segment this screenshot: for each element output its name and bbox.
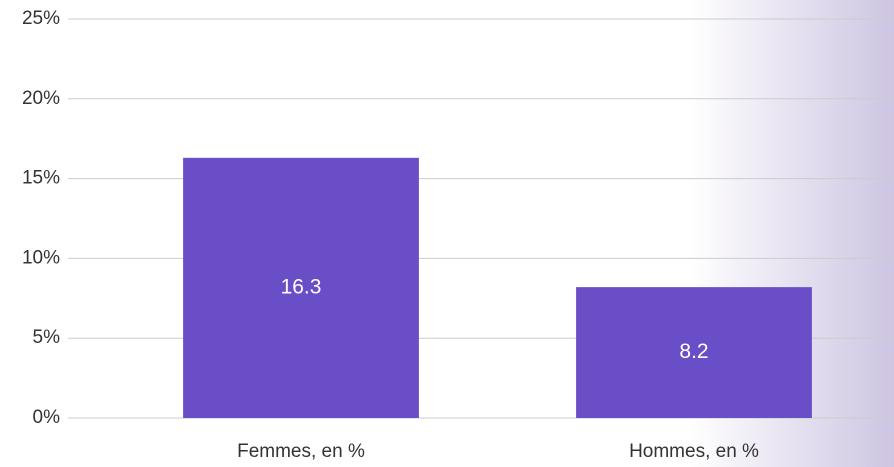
value-label: 16.3 <box>281 275 322 298</box>
x-tick-label: Hommes, en % <box>629 441 759 462</box>
y-tick-label: 10% <box>22 247 60 268</box>
y-tick-label: 20% <box>22 88 60 109</box>
y-tick-label: 15% <box>22 168 60 189</box>
bar <box>183 157 419 419</box>
value-label: 8.2 <box>679 340 708 363</box>
bar <box>576 287 812 418</box>
y-tick-label: 0% <box>33 407 61 428</box>
y-tick-label: 25% <box>22 8 60 29</box>
y-tick-label: 5% <box>33 327 61 348</box>
x-tick-label: Femmes, en % <box>237 441 365 462</box>
